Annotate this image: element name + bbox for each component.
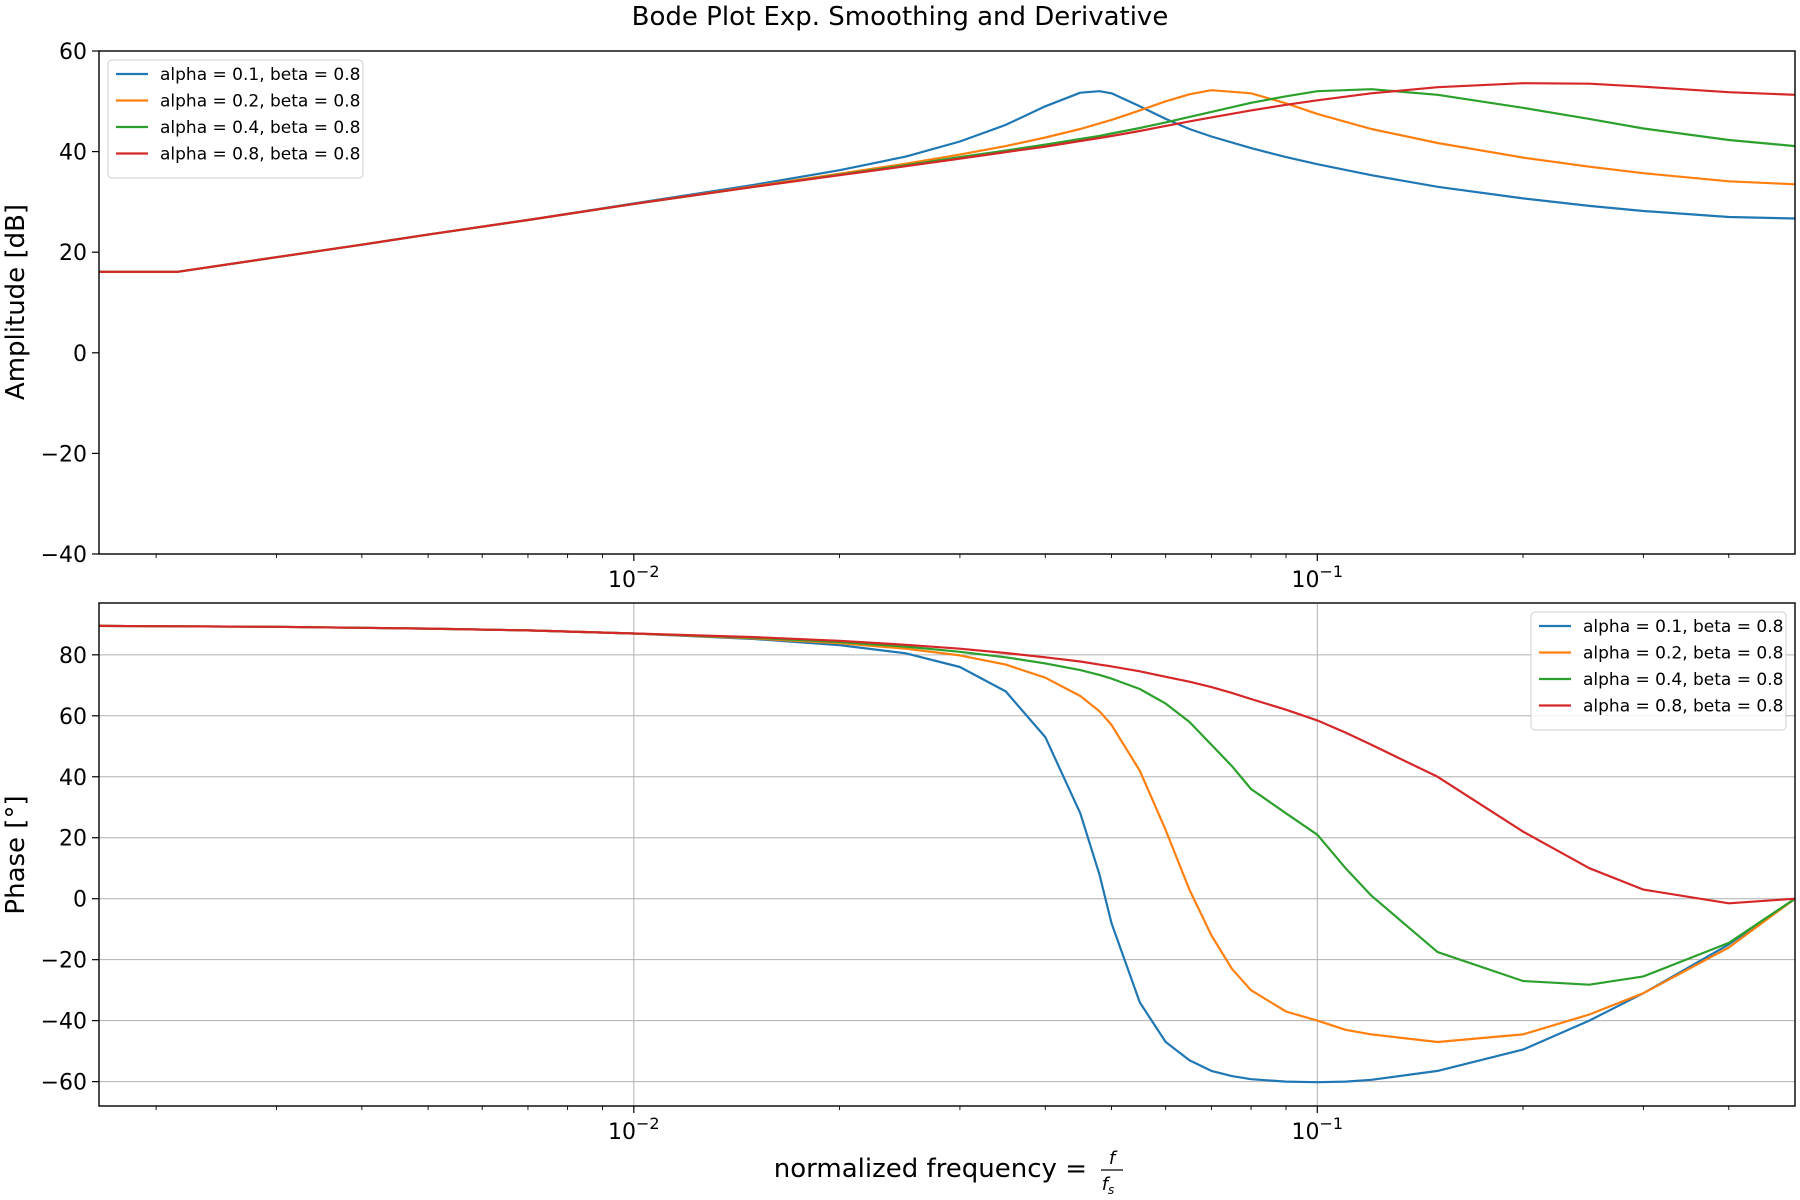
legend-box — [1530, 611, 1787, 731]
y-tick-label: −60 — [41, 1071, 87, 1096]
legend-entry-label: alpha = 0.8, beta = 0.8 — [160, 145, 360, 165]
amplitude-ticks: −40 −20 0 20 40 60 10−2 10−1 — [41, 40, 1730, 593]
phase-axes: −60 −40 −20 0 20 40 60 80 10−2 10−1 Phase [°] alp… — [1, 602, 1796, 1145]
y-tick-label: 60 — [59, 705, 87, 730]
y-tick-label: 0 — [73, 888, 87, 913]
y-tick-label: −40 — [41, 1010, 87, 1035]
phase-ticks: −60 −40 −20 0 20 40 60 80 10−2 10−1 — [41, 644, 1730, 1145]
amplitude-legend: alpha = 0.1, beta = 0.8 alpha = 0.2, beta… — [107, 59, 364, 179]
y-tick-label: 60 — [59, 40, 87, 65]
legend-entry-label: alpha = 0.4, beta = 0.8 — [1583, 670, 1783, 690]
legend-entry-label: alpha = 0.1, beta = 0.8 — [1583, 617, 1783, 637]
y-tick-label: 80 — [59, 644, 87, 669]
x-tick-label: 10−2 — [608, 1114, 660, 1145]
legend-entry-label: alpha = 0.2, beta = 0.8 — [160, 92, 360, 112]
y-tick-label: 20 — [59, 827, 87, 852]
x-tick-label: 10−2 — [608, 562, 660, 593]
amplitude-series-group — [99, 82, 1796, 273]
phase-axes-frame — [98, 602, 1796, 1107]
phase-series-group — [98, 624, 1796, 1084]
x-axis-label: normalized frequency = f fs — [774, 1148, 1123, 1197]
phase-legend: alpha = 0.1, beta = 0.8 alpha = 0.2, beta… — [1530, 611, 1787, 731]
y-tick-label: −40 — [41, 543, 87, 568]
amplitude-y-axis-label: Amplitude [dB] — [1, 204, 31, 400]
x-axis-label-numerator: f — [1109, 1148, 1118, 1169]
y-tick-label: 0 — [73, 342, 87, 367]
legend-entry-label: alpha = 0.8, beta = 0.8 — [1583, 697, 1783, 717]
y-tick-label: 20 — [59, 241, 87, 266]
legend-entry-label: alpha = 0.2, beta = 0.8 — [1583, 644, 1783, 664]
figure-title: Bode Plot Exp. Smoothing and Derivative — [632, 2, 1169, 32]
x-axis-label-denominator: fs — [1102, 1174, 1115, 1197]
x-tick-label: 10−1 — [1291, 562, 1343, 593]
y-tick-label: −20 — [41, 949, 87, 974]
x-axis-label-text: normalized frequency = — [774, 1154, 1087, 1184]
series-line-4 — [98, 624, 1796, 905]
y-tick-label: −20 — [41, 442, 87, 467]
legend-entry-label: alpha = 0.4, beta = 0.8 — [160, 118, 360, 138]
phase-grid — [99, 603, 1795, 1106]
amplitude-axes: −40 −20 0 20 40 60 10−2 10−1 Amplitude [dB] alp… — [1, 40, 1796, 593]
y-tick-label: 40 — [59, 766, 87, 791]
amplitude-axes-frame — [98, 50, 1796, 555]
legend-box — [107, 59, 364, 179]
y-tick-label: 40 — [59, 141, 87, 166]
phase-y-axis-label: Phase [°] — [1, 795, 31, 914]
series-line-4 — [99, 82, 1796, 273]
x-tick-label: 10−1 — [1291, 1114, 1343, 1145]
legend-entry-label: alpha = 0.1, beta = 0.8 — [160, 65, 360, 85]
